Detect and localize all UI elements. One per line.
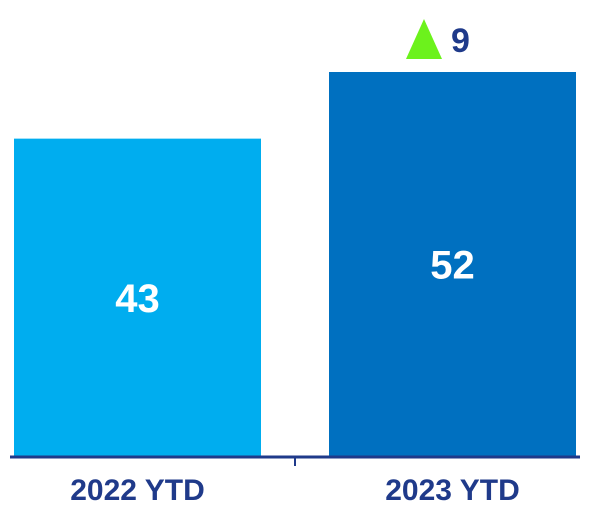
bar-2023-ytd	[329, 72, 576, 457]
bars-group	[14, 72, 576, 457]
labels-group: 43 2022 YTD 52 2023 YTD	[70, 244, 520, 508]
delta-value-label: 9	[451, 22, 470, 60]
bar-2022-ytd	[14, 138, 261, 457]
up-arrow-icon	[406, 19, 442, 59]
x-tick-label: 2023 YTD	[385, 474, 520, 507]
x-tick-label: 2022 YTD	[70, 474, 205, 507]
bar-value-label: 43	[115, 277, 160, 321]
delta-indicator: 9	[406, 19, 470, 60]
bar-value-label: 52	[430, 244, 475, 288]
